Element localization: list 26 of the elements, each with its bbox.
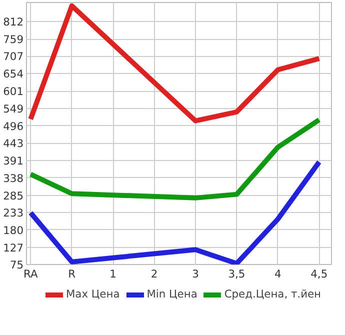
y-tick-label: 496 — [3, 120, 24, 133]
x-tick-label: 1 — [110, 268, 116, 280]
y-tick-label: 233 — [3, 206, 24, 220]
x-tick-label: 3 — [192, 268, 199, 280]
y-tick-label: 285 — [3, 189, 24, 202]
y-tick-label: 391 — [3, 154, 24, 168]
y-tick-label: 759 — [3, 33, 24, 46]
legend-label: Сред.Цена, т.йен — [224, 288, 322, 300]
x-tick-label: 2 — [150, 268, 158, 280]
x-tick-label: 3,5 — [228, 268, 246, 280]
y-tick-label: 601 — [3, 85, 24, 98]
x-tick-label: 4 — [274, 268, 282, 280]
x-tick-label: 4,5 — [310, 268, 328, 280]
legend-label: Max Цена — [66, 288, 120, 300]
y-tick-label: 338 — [3, 172, 24, 185]
y-tick-label: 707 — [3, 50, 24, 64]
y-tick-label: 812 — [3, 16, 24, 29]
x-tick-label: R — [68, 268, 76, 280]
x-tick-label: RA — [23, 268, 38, 280]
y-tick-label: 549 — [3, 102, 24, 116]
y-tick-label: 75 — [10, 258, 24, 272]
y-tick-label: 127 — [3, 241, 24, 254]
y-tick-label: 443 — [3, 137, 24, 150]
y-tick-label: 654 — [3, 68, 24, 81]
legend-label: Min Цена — [146, 288, 198, 300]
y-tick-label: 180 — [3, 224, 24, 237]
